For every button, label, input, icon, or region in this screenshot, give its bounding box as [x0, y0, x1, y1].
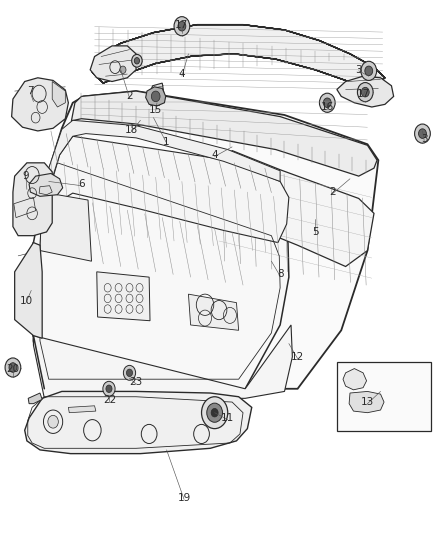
Text: 4: 4	[211, 150, 218, 160]
Polygon shape	[90, 46, 136, 82]
Polygon shape	[33, 91, 378, 389]
Circle shape	[103, 381, 115, 396]
Text: 2: 2	[329, 187, 336, 197]
Text: 4: 4	[179, 69, 185, 79]
Text: 19: 19	[177, 492, 191, 503]
Text: 7: 7	[27, 86, 34, 96]
Polygon shape	[48, 136, 289, 243]
Circle shape	[132, 54, 142, 67]
Polygon shape	[148, 83, 164, 103]
Circle shape	[127, 369, 133, 376]
Text: 17: 17	[175, 20, 188, 30]
Circle shape	[48, 415, 58, 428]
Polygon shape	[12, 78, 68, 131]
Polygon shape	[97, 272, 150, 321]
Circle shape	[120, 66, 126, 74]
Text: 1: 1	[163, 136, 170, 147]
Polygon shape	[33, 155, 289, 389]
Circle shape	[124, 366, 136, 380]
Text: 5: 5	[312, 227, 318, 237]
Text: 22: 22	[103, 395, 117, 406]
Circle shape	[106, 385, 112, 392]
Text: 23: 23	[129, 377, 143, 387]
Polygon shape	[52, 82, 65, 107]
Text: 13: 13	[361, 397, 374, 407]
Text: 8: 8	[277, 270, 283, 279]
Circle shape	[419, 129, 426, 139]
Circle shape	[151, 91, 160, 102]
Circle shape	[178, 21, 186, 31]
Polygon shape	[210, 151, 374, 266]
Polygon shape	[28, 393, 42, 403]
Circle shape	[364, 93, 371, 100]
Polygon shape	[130, 111, 153, 127]
Text: 3: 3	[421, 134, 427, 144]
Text: 2: 2	[126, 91, 133, 101]
Circle shape	[211, 408, 218, 417]
Circle shape	[361, 61, 377, 80]
Polygon shape	[40, 192, 92, 261]
Text: 17: 17	[357, 88, 370, 99]
Text: 6: 6	[78, 179, 85, 189]
Polygon shape	[48, 120, 280, 192]
Polygon shape	[25, 391, 252, 454]
Circle shape	[361, 87, 369, 97]
Circle shape	[357, 83, 373, 102]
Polygon shape	[13, 163, 52, 236]
Polygon shape	[343, 368, 367, 390]
Text: 3: 3	[355, 65, 362, 75]
Text: 10: 10	[19, 296, 32, 306]
Polygon shape	[71, 91, 377, 176]
Circle shape	[9, 363, 17, 372]
Circle shape	[5, 358, 21, 377]
Polygon shape	[92, 25, 385, 91]
Circle shape	[207, 403, 223, 422]
Text: 15: 15	[149, 104, 162, 115]
Text: 11: 11	[221, 413, 234, 423]
Text: 20: 20	[7, 364, 19, 374]
Polygon shape	[188, 294, 239, 330]
Polygon shape	[14, 243, 42, 338]
Circle shape	[323, 98, 331, 108]
Polygon shape	[29, 173, 63, 196]
Circle shape	[201, 397, 228, 429]
Circle shape	[134, 58, 140, 64]
Circle shape	[365, 66, 373, 76]
Text: 18: 18	[125, 125, 138, 135]
Polygon shape	[33, 325, 292, 398]
Polygon shape	[146, 87, 166, 106]
Circle shape	[319, 93, 335, 112]
Polygon shape	[337, 362, 431, 431]
Circle shape	[415, 124, 430, 143]
Polygon shape	[68, 406, 96, 413]
Text: 9: 9	[23, 171, 29, 181]
Polygon shape	[349, 391, 384, 413]
Circle shape	[174, 17, 190, 36]
Text: 16: 16	[321, 102, 334, 112]
Polygon shape	[337, 76, 394, 107]
Text: 12: 12	[291, 352, 304, 362]
